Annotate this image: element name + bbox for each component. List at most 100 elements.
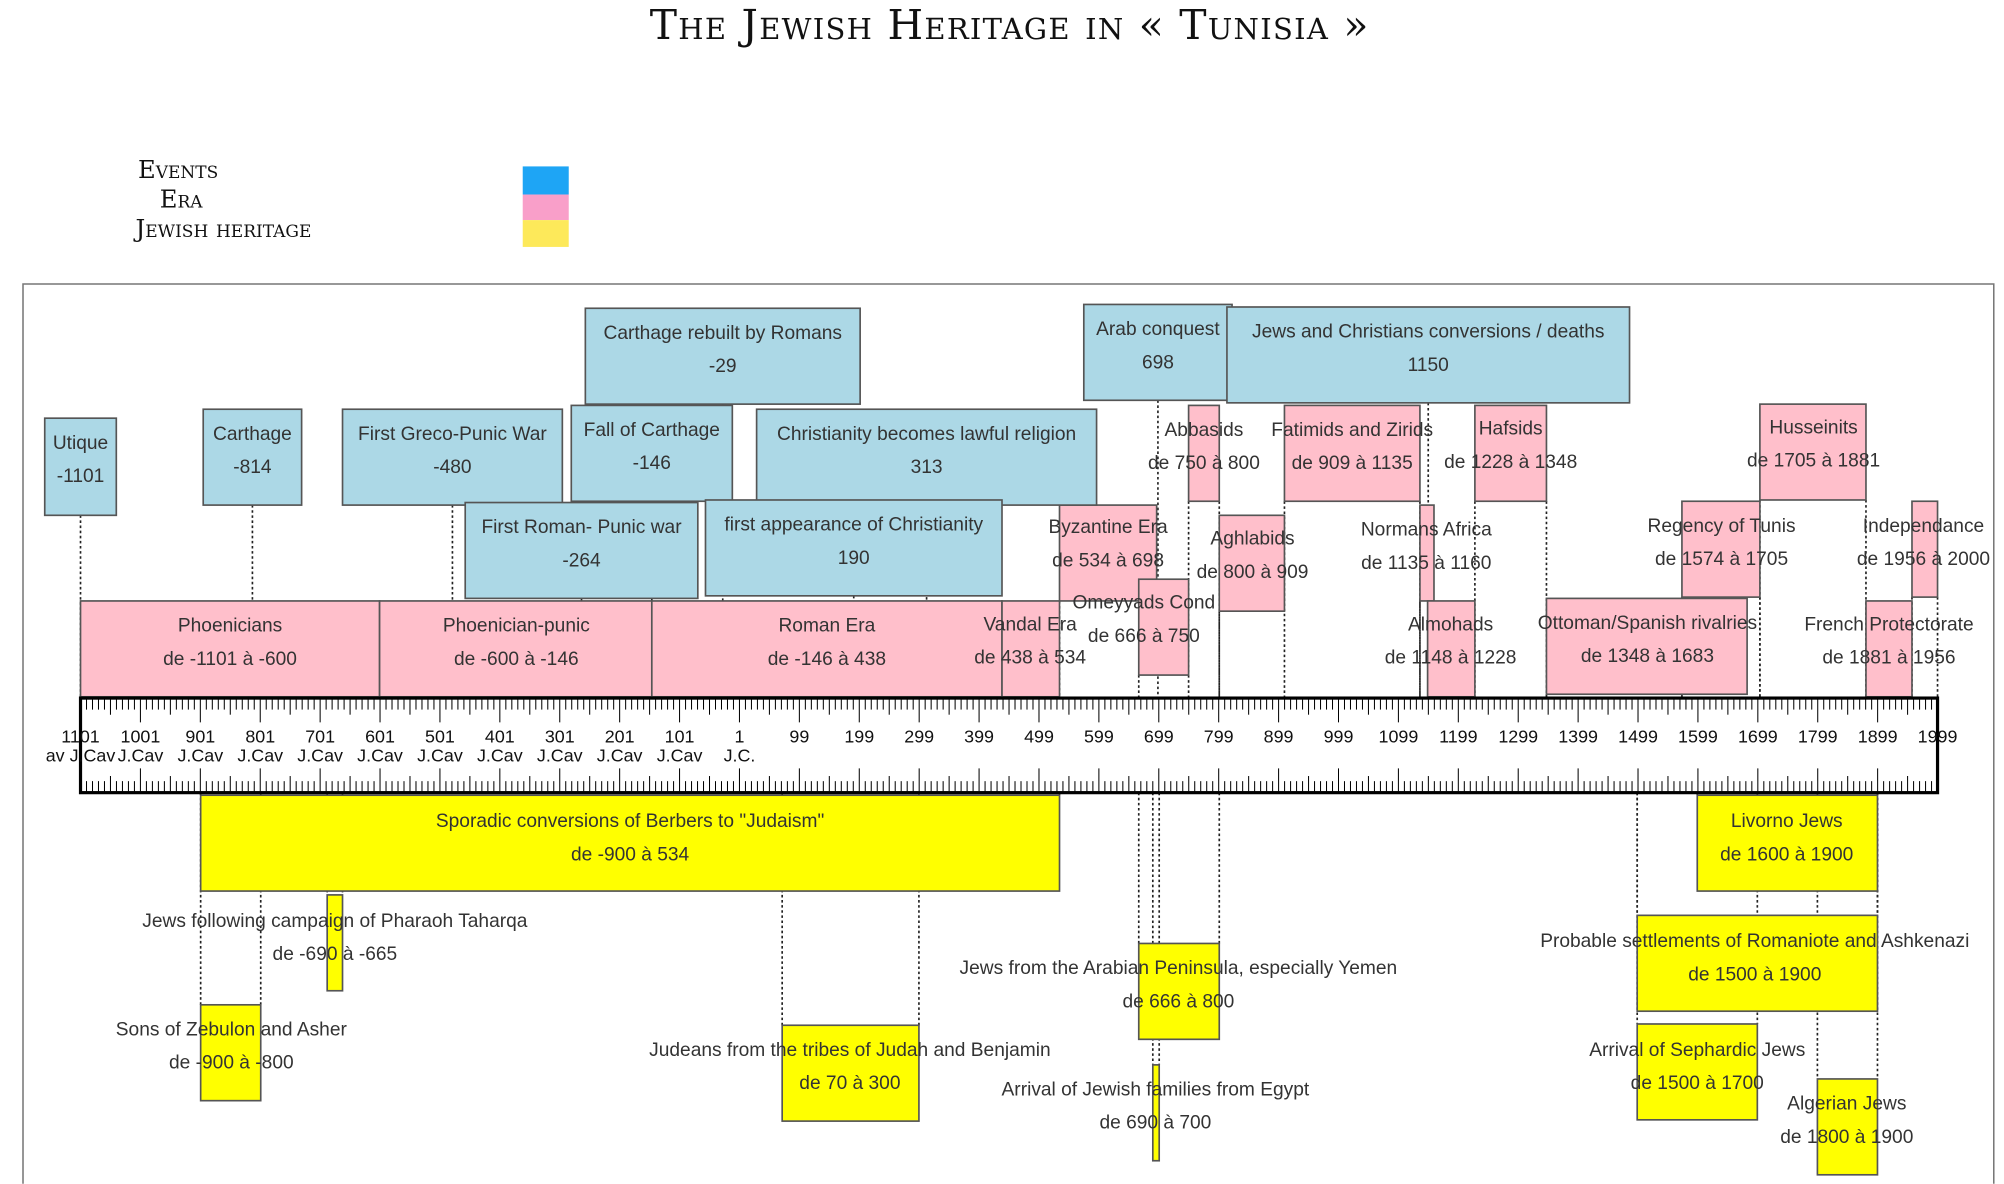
event-dates: 698 bbox=[1142, 352, 1174, 373]
axis-year: 101 bbox=[665, 726, 695, 746]
axis-year: 399 bbox=[964, 726, 994, 746]
axis-year: 599 bbox=[1084, 726, 1114, 746]
axis-era: av J.Cav bbox=[46, 746, 116, 766]
axis-era: J.Cav bbox=[118, 746, 164, 766]
heritage-box bbox=[199, 1003, 262, 1102]
era-name: Ottoman/Spanish rivalries bbox=[1538, 613, 1757, 634]
heritage-box bbox=[1636, 914, 1879, 1013]
event-name: Carthage bbox=[213, 424, 292, 445]
axis-era: J.Cav bbox=[657, 746, 703, 766]
page-title: The Jewish Heritage in « Tunisia » bbox=[650, 1, 1370, 49]
era-box bbox=[79, 600, 381, 698]
heritage-box bbox=[781, 1024, 920, 1122]
event-box bbox=[464, 501, 699, 600]
era-dates: de 750 à 800 bbox=[1148, 453, 1260, 474]
event-name: Carthage rebuilt by Romans bbox=[603, 323, 842, 344]
axis-year: 1001 bbox=[121, 726, 161, 746]
era-box bbox=[1759, 403, 1867, 501]
event-dates: -29 bbox=[709, 356, 737, 377]
heritage-name: Sporadic conversions of Berbers to "Juda… bbox=[436, 811, 824, 832]
heritage-box bbox=[199, 794, 1061, 892]
axis-year: 401 bbox=[485, 726, 515, 746]
axis-year: 1499 bbox=[1618, 726, 1658, 746]
era-box bbox=[1911, 500, 1939, 598]
event-name: Fall of Carthage bbox=[584, 420, 720, 441]
era-dates: de 534 à 698 bbox=[1052, 550, 1164, 571]
axis-era: J.Cav bbox=[357, 746, 403, 766]
heritage-name: Jews following campaign of Pharaoh Tahar… bbox=[142, 911, 527, 932]
heritage-box bbox=[1151, 1064, 1161, 1162]
event-box bbox=[570, 404, 734, 503]
heritage-name: Arrival of Jewish families from Egypt bbox=[1002, 1080, 1310, 1101]
era-name: Byzantine Era bbox=[1048, 517, 1168, 538]
era-dates: de 800 à 909 bbox=[1197, 562, 1309, 583]
event-box bbox=[43, 417, 118, 517]
era-dates: de 1705 à 1881 bbox=[1747, 451, 1880, 472]
legend-label: Jewish heritage bbox=[132, 214, 311, 243]
heritage-dates: de -900 à 534 bbox=[571, 844, 690, 865]
event-name: first appearance of Christianity bbox=[724, 515, 983, 536]
legend-swatch bbox=[522, 166, 569, 195]
era-dates: de 438 à 534 bbox=[974, 648, 1086, 669]
heritage-dates: de 1500 à 1900 bbox=[1688, 964, 1821, 985]
axis-era: J.Cav bbox=[177, 746, 223, 766]
axis-era: J.Cav bbox=[477, 746, 523, 766]
event-dates: -480 bbox=[433, 457, 471, 478]
event-name: First Roman- Punic war bbox=[481, 517, 682, 538]
event-dates: 190 bbox=[838, 548, 870, 569]
axis-era: J.Cav bbox=[597, 746, 643, 766]
heritage-dates: de -900 à -800 bbox=[169, 1053, 294, 1074]
era-name: Abbasids bbox=[1165, 420, 1244, 441]
heritage-dates: de 1500 à 1700 bbox=[1631, 1073, 1764, 1094]
era-name: Husseinits bbox=[1769, 417, 1857, 438]
axis-year: 601 bbox=[365, 726, 395, 746]
era-box bbox=[1545, 597, 1748, 696]
era-dates: de -146 à 438 bbox=[768, 649, 886, 670]
event-dates: -264 bbox=[562, 550, 601, 571]
axis-era: J.Cav bbox=[417, 746, 463, 766]
event-box bbox=[1226, 306, 1631, 404]
era-name: Fatimids and Zirids bbox=[1271, 420, 1433, 441]
heritage-box bbox=[1636, 1023, 1759, 1121]
axis-year: 1599 bbox=[1678, 726, 1718, 746]
event-box bbox=[202, 408, 303, 506]
event-box bbox=[341, 408, 564, 506]
axis-year: 701 bbox=[305, 726, 335, 746]
axis-year: 1 bbox=[734, 726, 744, 746]
axis-year: 499 bbox=[1024, 726, 1054, 746]
event-box bbox=[1082, 303, 1233, 402]
axis-era: J.Cav bbox=[297, 746, 343, 766]
axis: 1101 1001 901 801 701 601 501 401 301 201 101 1 99 19… bbox=[46, 696, 1957, 795]
axis-era: J.C. bbox=[724, 746, 756, 766]
event-box bbox=[584, 307, 861, 405]
heritage-dates: de 1800 à 1900 bbox=[1780, 1127, 1913, 1148]
event-dates: -1101 bbox=[57, 466, 105, 487]
heritage-dates: de 1600 à 1900 bbox=[1720, 844, 1853, 865]
heritage-name: Arrival of Sephardic Jews bbox=[1589, 1040, 1805, 1061]
heritage-dates: de 70 à 300 bbox=[799, 1073, 900, 1094]
era-dates: de 1148 à 1228 bbox=[1385, 648, 1517, 669]
heritage-name: Judeans from the tribes of Judah and Ben… bbox=[649, 1040, 1050, 1061]
era-dates: de 666 à 750 bbox=[1088, 626, 1200, 647]
era-dates: de 1574 à 1705 bbox=[1655, 549, 1788, 570]
axis-year: 1799 bbox=[1798, 726, 1838, 746]
era-name: Phoenician-punic bbox=[443, 616, 590, 637]
axis-year: 699 bbox=[1144, 726, 1174, 746]
heritage-name: Probable settlements of Romaniote and As… bbox=[1540, 931, 1969, 952]
event-dates: 313 bbox=[911, 457, 943, 478]
era-name: French Protectorate bbox=[1804, 614, 1973, 635]
axis-year: 201 bbox=[605, 726, 635, 746]
frame bbox=[22, 283, 1995, 1184]
axis-year: 1399 bbox=[1558, 726, 1598, 746]
heritage-box bbox=[1816, 1078, 1879, 1176]
era-dates: de -1101 à -600 bbox=[163, 649, 297, 670]
heritage-name: Algerian Jews bbox=[1787, 1094, 1906, 1115]
era-dates: de 1135 à 1160 bbox=[1361, 553, 1491, 574]
boxes bbox=[43, 303, 1939, 1176]
era-name: Hafsids bbox=[1479, 419, 1543, 440]
era-box bbox=[650, 600, 1003, 698]
event-name: Jews and Christians conversions / deaths bbox=[1252, 322, 1604, 343]
axis-era: J.Cav bbox=[537, 746, 583, 766]
heritage-name: Jews from the Arabian Peninsula, especia… bbox=[960, 958, 1398, 979]
axis-year: 1199 bbox=[1439, 726, 1477, 746]
